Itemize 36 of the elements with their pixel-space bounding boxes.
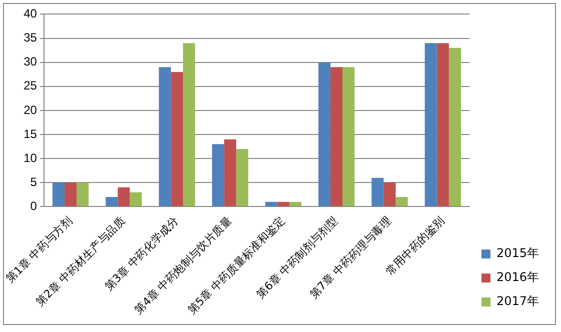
bar: [76, 182, 89, 206]
bar: [384, 182, 396, 206]
bar: [52, 182, 65, 206]
y-tick-label: 35: [24, 30, 38, 45]
bar: [64, 182, 77, 206]
y-tick-label: 20: [24, 102, 38, 117]
y-tick-label: 10: [24, 150, 38, 165]
bar: [158, 67, 171, 206]
bar: [330, 67, 343, 206]
bar: [277, 202, 290, 206]
legend-label: 2015年: [496, 246, 540, 260]
bar: [224, 139, 236, 206]
bar: [212, 144, 224, 206]
y-tick-label: 5: [30, 174, 38, 189]
bar: [396, 197, 408, 206]
legend-label: 2016年: [496, 270, 540, 284]
bar: [182, 43, 196, 206]
bar: [265, 202, 278, 206]
bar: [130, 192, 142, 206]
y-tick-label: 15: [24, 126, 38, 141]
y-tick-label: 25: [24, 78, 38, 93]
y-tick-label: 40: [24, 6, 38, 21]
bar: [436, 43, 449, 206]
bar: [318, 62, 330, 206]
bar: [448, 48, 461, 206]
bar: [372, 178, 384, 206]
bar: [424, 43, 437, 206]
bar: [170, 72, 183, 206]
legend-label: 2017年: [496, 294, 540, 308]
bar: [106, 197, 118, 206]
y-tick-label: 0: [30, 199, 38, 213]
bar: [118, 187, 130, 206]
y-tick-label: 30: [24, 54, 38, 69]
bar: [236, 148, 248, 206]
bar: [342, 67, 355, 206]
bar: [289, 202, 302, 206]
